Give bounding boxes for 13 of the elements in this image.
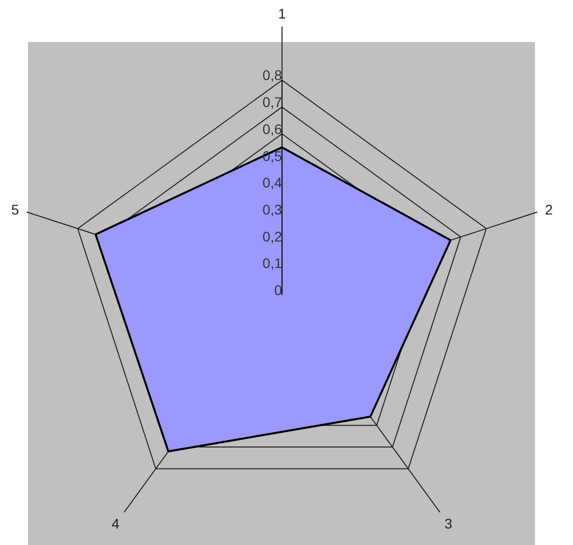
y-tick-label: 0,8 — [262, 67, 282, 84]
spoke-label: 3 — [444, 516, 453, 532]
y-tick-label: 0,1 — [262, 255, 282, 272]
spoke-label: 1 — [278, 6, 286, 22]
y-tick-label: 0,7 — [262, 94, 282, 110]
y-tick-label: 0,6 — [262, 120, 282, 137]
spoke-label: 4 — [112, 516, 120, 532]
y-tick-label: 0,3 — [262, 201, 282, 218]
spoke-label: 5 — [11, 202, 20, 218]
y-tick-label: 0,5 — [262, 148, 282, 164]
y-tick-label: 0 — [274, 282, 282, 298]
y-tick-label: 0,2 — [262, 228, 282, 244]
spoke-label: 2 — [544, 202, 553, 218]
